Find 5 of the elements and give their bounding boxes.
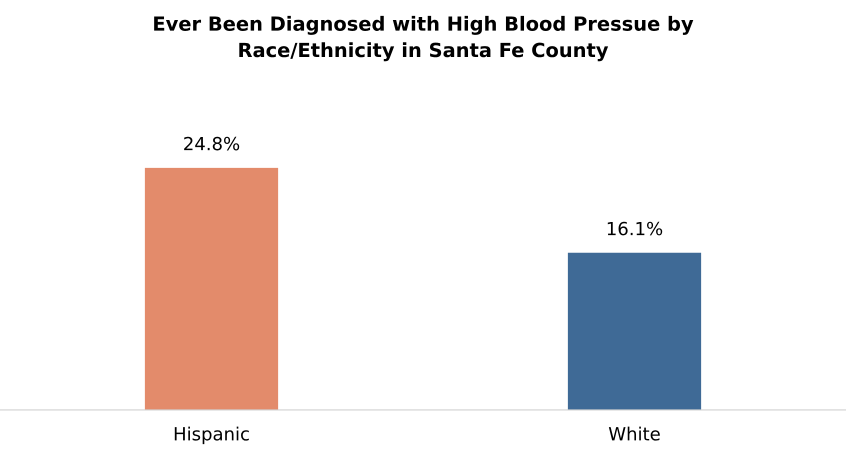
chart-title: Ever Been Diagnosed with High Blood Pressue by Race/Ethnicity in Santa Fe County [154, 16, 694, 62]
x-tick-label: Hispanic [174, 426, 249, 444]
x-tick-label: White [608, 426, 660, 441]
data-label: 16.1% [608, 222, 662, 236]
data-label: 24.8% [184, 136, 240, 150]
